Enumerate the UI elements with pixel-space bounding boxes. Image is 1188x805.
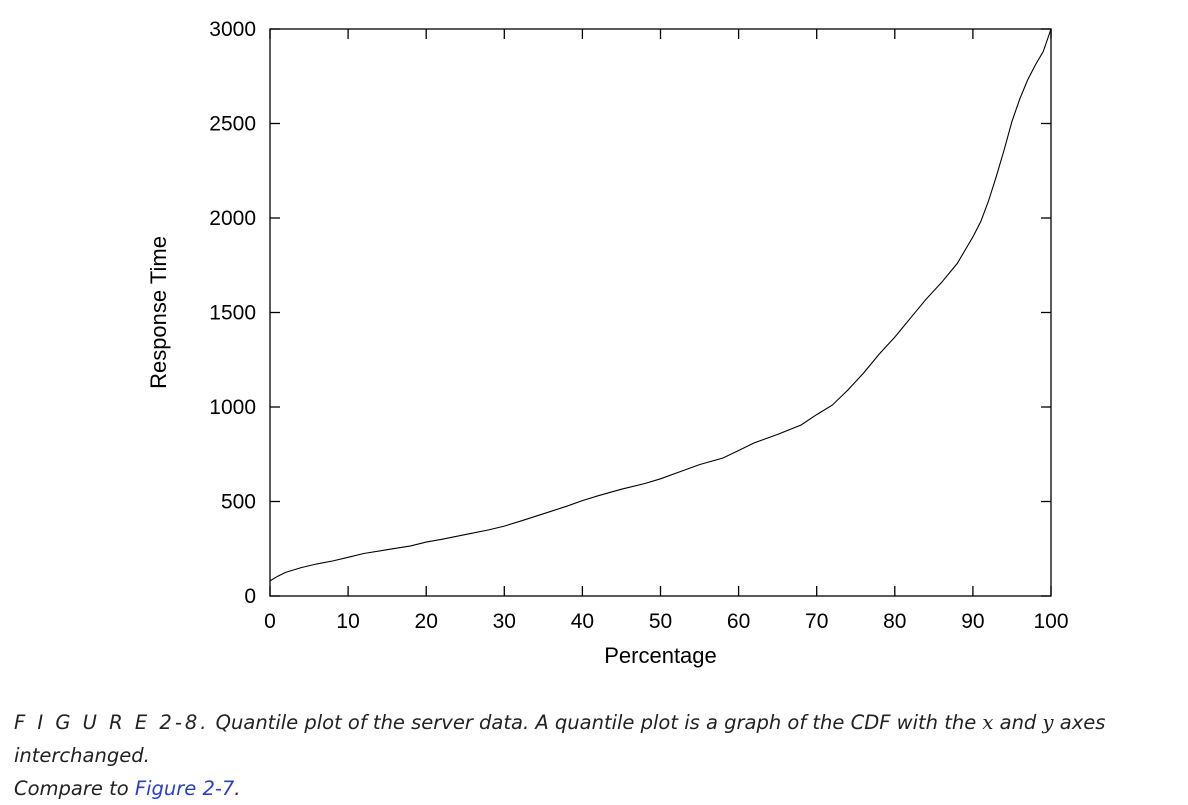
x-tick-label: 80 [883,610,906,633]
caption-text-4: Compare to [14,777,135,800]
x-tick-label: 60 [727,610,750,633]
y-variable: y [1042,711,1054,734]
x-tick-label: 0 [264,610,276,633]
figure-caption: F I G U R E 2-8. Quantile plot of the se… [14,706,1179,805]
y-axis-ticks: 0 500 1000 1500 2000 2500 3000 [209,18,1051,608]
y-tick-label: 1500 [209,302,256,325]
x-tick-label: 10 [336,610,359,633]
caption-text-2: and [993,711,1043,734]
x-tick-label: 100 [1033,610,1068,633]
figure-2-7-link[interactable]: Figure 2-7 [134,777,235,800]
y-tick-label: 3000 [209,18,256,41]
x-tick-label: 30 [493,610,516,633]
y-tick-label: 2500 [209,113,256,136]
caption-line-2: Compare to Figure 2-7. [14,772,1179,805]
y-axis-label: Response Time [146,236,171,389]
x-tick-label: 50 [649,610,672,633]
x-tick-label: 90 [961,610,984,633]
series-line [269,28,1052,582]
x-variable: x [982,711,994,734]
y-tick-label: 2000 [209,207,256,230]
x-tick-label: 70 [805,610,828,633]
caption-text-1: Quantile plot of the server data. A quan… [209,711,983,734]
x-axis-label: Percentage [604,643,717,668]
y-tick-label: 1000 [209,396,256,419]
plot-frame [269,28,1052,597]
figure-number: F I G U R E 2-8. [14,711,210,734]
x-axis-ticks: 0 10 20 30 40 50 60 70 80 90 100 [264,29,1069,633]
caption-text-5: . [234,777,241,800]
quantile-plot: 0 10 20 30 40 50 60 70 80 90 100 0 500 1000 1500 2000 2… [146,18,1069,668]
x-tick-label: 40 [571,610,594,633]
x-tick-label: 20 [415,610,438,633]
caption-line-1: F I G U R E 2-8. Quantile plot of the se… [14,706,1179,772]
y-tick-label: 0 [244,585,256,608]
caption-text-3: axes interchanged. [14,711,1106,767]
y-tick-label: 500 [221,491,256,514]
